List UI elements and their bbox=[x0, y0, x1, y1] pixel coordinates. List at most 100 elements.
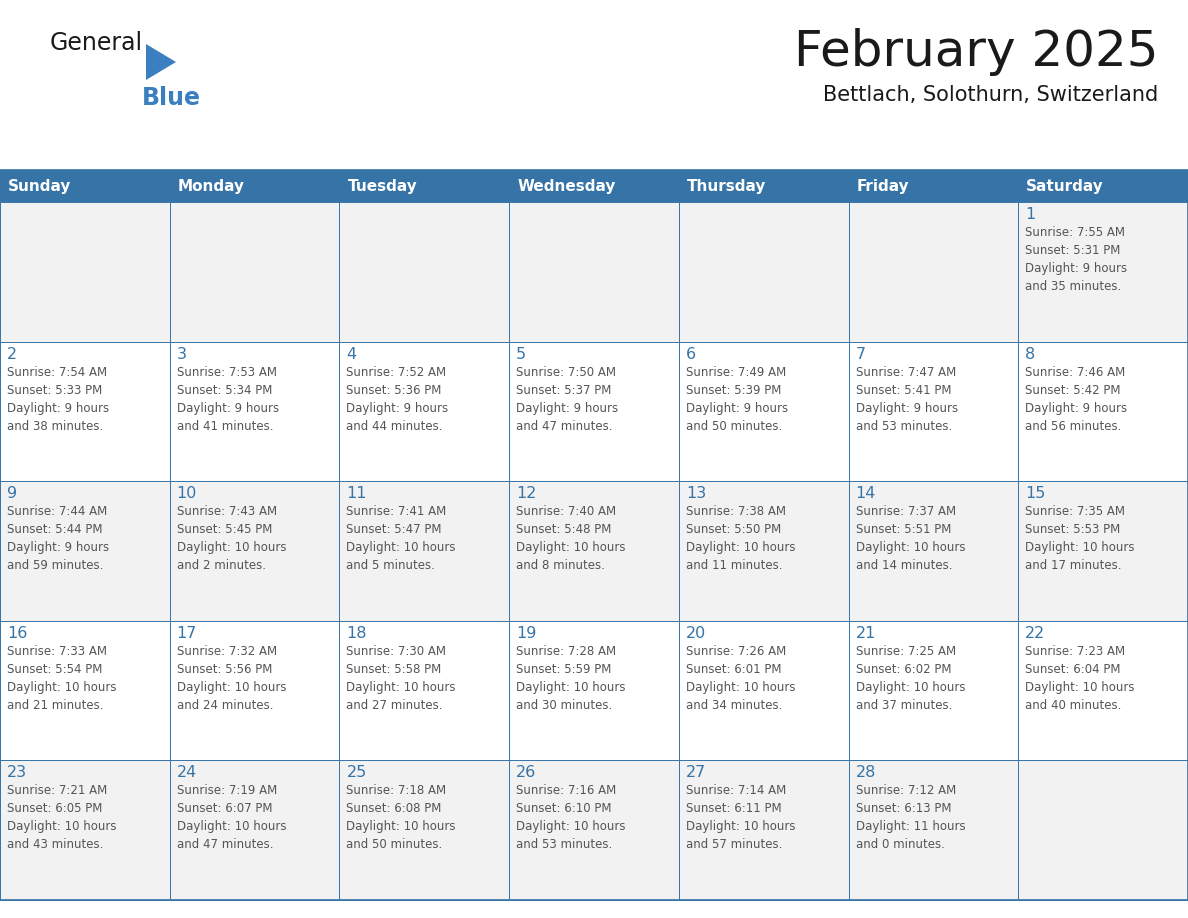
Text: 2: 2 bbox=[7, 347, 17, 362]
Bar bbox=[0, 170, 170, 202]
Text: Sunrise: 7:54 AM
Sunset: 5:33 PM
Daylight: 9 hours
and 38 minutes.: Sunrise: 7:54 AM Sunset: 5:33 PM Dayligh… bbox=[7, 365, 109, 432]
Text: 6: 6 bbox=[685, 347, 696, 362]
Text: 5: 5 bbox=[516, 347, 526, 362]
Text: 3: 3 bbox=[177, 347, 187, 362]
Text: Sunrise: 7:26 AM
Sunset: 6:01 PM
Daylight: 10 hours
and 34 minutes.: Sunrise: 7:26 AM Sunset: 6:01 PM Dayligh… bbox=[685, 644, 795, 711]
Text: 19: 19 bbox=[516, 626, 537, 641]
Text: Sunrise: 7:23 AM
Sunset: 6:04 PM
Daylight: 10 hours
and 40 minutes.: Sunrise: 7:23 AM Sunset: 6:04 PM Dayligh… bbox=[1025, 644, 1135, 711]
Text: Sunrise: 7:33 AM
Sunset: 5:54 PM
Daylight: 10 hours
and 21 minutes.: Sunrise: 7:33 AM Sunset: 5:54 PM Dayligh… bbox=[7, 644, 116, 711]
Text: Sunrise: 7:44 AM
Sunset: 5:44 PM
Daylight: 9 hours
and 59 minutes.: Sunrise: 7:44 AM Sunset: 5:44 PM Dayligh… bbox=[7, 505, 109, 572]
Bar bbox=[1018, 760, 1188, 900]
Bar bbox=[510, 341, 678, 481]
Text: Sunrise: 7:41 AM
Sunset: 5:47 PM
Daylight: 10 hours
and 5 minutes.: Sunrise: 7:41 AM Sunset: 5:47 PM Dayligh… bbox=[347, 505, 456, 572]
Bar bbox=[1018, 341, 1188, 481]
Text: Sunrise: 7:50 AM
Sunset: 5:37 PM
Daylight: 9 hours
and 47 minutes.: Sunrise: 7:50 AM Sunset: 5:37 PM Dayligh… bbox=[516, 365, 618, 432]
Text: Sunrise: 7:25 AM
Sunset: 6:02 PM
Daylight: 10 hours
and 37 minutes.: Sunrise: 7:25 AM Sunset: 6:02 PM Dayligh… bbox=[855, 644, 965, 711]
Bar bbox=[340, 760, 510, 900]
Text: Sunrise: 7:12 AM
Sunset: 6:13 PM
Daylight: 11 hours
and 0 minutes.: Sunrise: 7:12 AM Sunset: 6:13 PM Dayligh… bbox=[855, 784, 965, 851]
Bar bbox=[340, 170, 510, 202]
Bar bbox=[340, 621, 510, 760]
Bar bbox=[678, 760, 848, 900]
Text: Sunrise: 7:52 AM
Sunset: 5:36 PM
Daylight: 9 hours
and 44 minutes.: Sunrise: 7:52 AM Sunset: 5:36 PM Dayligh… bbox=[347, 365, 449, 432]
Bar bbox=[170, 481, 340, 621]
Text: Tuesday: Tuesday bbox=[347, 178, 417, 194]
Text: Sunrise: 7:55 AM
Sunset: 5:31 PM
Daylight: 9 hours
and 35 minutes.: Sunrise: 7:55 AM Sunset: 5:31 PM Dayligh… bbox=[1025, 226, 1127, 293]
Bar bbox=[170, 621, 340, 760]
Bar bbox=[510, 481, 678, 621]
Text: 4: 4 bbox=[347, 347, 356, 362]
Text: 22: 22 bbox=[1025, 626, 1045, 641]
Text: 18: 18 bbox=[347, 626, 367, 641]
Text: Sunday: Sunday bbox=[8, 178, 71, 194]
Text: 8: 8 bbox=[1025, 347, 1036, 362]
Bar bbox=[0, 481, 170, 621]
Text: Sunrise: 7:49 AM
Sunset: 5:39 PM
Daylight: 9 hours
and 50 minutes.: Sunrise: 7:49 AM Sunset: 5:39 PM Dayligh… bbox=[685, 365, 788, 432]
Text: 20: 20 bbox=[685, 626, 706, 641]
Text: Sunrise: 7:53 AM
Sunset: 5:34 PM
Daylight: 9 hours
and 41 minutes.: Sunrise: 7:53 AM Sunset: 5:34 PM Dayligh… bbox=[177, 365, 279, 432]
Bar bbox=[1018, 621, 1188, 760]
Bar bbox=[340, 202, 510, 341]
Text: 1: 1 bbox=[1025, 207, 1036, 222]
Polygon shape bbox=[146, 44, 176, 80]
Text: 15: 15 bbox=[1025, 487, 1045, 501]
Text: Sunrise: 7:21 AM
Sunset: 6:05 PM
Daylight: 10 hours
and 43 minutes.: Sunrise: 7:21 AM Sunset: 6:05 PM Dayligh… bbox=[7, 784, 116, 851]
Text: Sunrise: 7:40 AM
Sunset: 5:48 PM
Daylight: 10 hours
and 8 minutes.: Sunrise: 7:40 AM Sunset: 5:48 PM Dayligh… bbox=[516, 505, 626, 572]
Bar bbox=[0, 760, 170, 900]
Text: Wednesday: Wednesday bbox=[517, 178, 615, 194]
Bar bbox=[1018, 170, 1188, 202]
Text: 26: 26 bbox=[516, 766, 537, 780]
Bar bbox=[170, 170, 340, 202]
Bar bbox=[0, 202, 170, 341]
Bar bbox=[678, 170, 848, 202]
Text: Sunrise: 7:43 AM
Sunset: 5:45 PM
Daylight: 10 hours
and 2 minutes.: Sunrise: 7:43 AM Sunset: 5:45 PM Dayligh… bbox=[177, 505, 286, 572]
Text: 11: 11 bbox=[347, 487, 367, 501]
Text: Sunrise: 7:14 AM
Sunset: 6:11 PM
Daylight: 10 hours
and 57 minutes.: Sunrise: 7:14 AM Sunset: 6:11 PM Dayligh… bbox=[685, 784, 795, 851]
Text: 27: 27 bbox=[685, 766, 706, 780]
Bar bbox=[848, 760, 1018, 900]
Text: 24: 24 bbox=[177, 766, 197, 780]
Text: 21: 21 bbox=[855, 626, 876, 641]
Text: Sunrise: 7:38 AM
Sunset: 5:50 PM
Daylight: 10 hours
and 11 minutes.: Sunrise: 7:38 AM Sunset: 5:50 PM Dayligh… bbox=[685, 505, 795, 572]
Text: Monday: Monday bbox=[178, 178, 245, 194]
Text: Sunrise: 7:47 AM
Sunset: 5:41 PM
Daylight: 9 hours
and 53 minutes.: Sunrise: 7:47 AM Sunset: 5:41 PM Dayligh… bbox=[855, 365, 958, 432]
Text: Friday: Friday bbox=[857, 178, 909, 194]
Text: 16: 16 bbox=[7, 626, 27, 641]
Text: 10: 10 bbox=[177, 487, 197, 501]
Bar bbox=[0, 621, 170, 760]
Text: Sunrise: 7:16 AM
Sunset: 6:10 PM
Daylight: 10 hours
and 53 minutes.: Sunrise: 7:16 AM Sunset: 6:10 PM Dayligh… bbox=[516, 784, 626, 851]
Text: Sunrise: 7:46 AM
Sunset: 5:42 PM
Daylight: 9 hours
and 56 minutes.: Sunrise: 7:46 AM Sunset: 5:42 PM Dayligh… bbox=[1025, 365, 1127, 432]
Text: 17: 17 bbox=[177, 626, 197, 641]
Bar bbox=[848, 202, 1018, 341]
Text: Sunrise: 7:18 AM
Sunset: 6:08 PM
Daylight: 10 hours
and 50 minutes.: Sunrise: 7:18 AM Sunset: 6:08 PM Dayligh… bbox=[347, 784, 456, 851]
Text: Sunrise: 7:28 AM
Sunset: 5:59 PM
Daylight: 10 hours
and 30 minutes.: Sunrise: 7:28 AM Sunset: 5:59 PM Dayligh… bbox=[516, 644, 626, 711]
Bar bbox=[678, 202, 848, 341]
Text: 13: 13 bbox=[685, 487, 706, 501]
Text: Sunrise: 7:37 AM
Sunset: 5:51 PM
Daylight: 10 hours
and 14 minutes.: Sunrise: 7:37 AM Sunset: 5:51 PM Dayligh… bbox=[855, 505, 965, 572]
Bar bbox=[848, 621, 1018, 760]
Text: Bettlach, Solothurn, Switzerland: Bettlach, Solothurn, Switzerland bbox=[823, 85, 1158, 105]
Bar bbox=[848, 481, 1018, 621]
Bar bbox=[170, 341, 340, 481]
Bar bbox=[340, 341, 510, 481]
Bar bbox=[1018, 481, 1188, 621]
Text: 28: 28 bbox=[855, 766, 876, 780]
Text: Sunrise: 7:32 AM
Sunset: 5:56 PM
Daylight: 10 hours
and 24 minutes.: Sunrise: 7:32 AM Sunset: 5:56 PM Dayligh… bbox=[177, 644, 286, 711]
Bar bbox=[170, 760, 340, 900]
Bar bbox=[0, 170, 1188, 900]
Bar bbox=[678, 341, 848, 481]
Text: Sunrise: 7:30 AM
Sunset: 5:58 PM
Daylight: 10 hours
and 27 minutes.: Sunrise: 7:30 AM Sunset: 5:58 PM Dayligh… bbox=[347, 644, 456, 711]
Text: Saturday: Saturday bbox=[1026, 178, 1104, 194]
Bar bbox=[678, 481, 848, 621]
Text: Blue: Blue bbox=[143, 86, 201, 110]
Text: Sunrise: 7:19 AM
Sunset: 6:07 PM
Daylight: 10 hours
and 47 minutes.: Sunrise: 7:19 AM Sunset: 6:07 PM Dayligh… bbox=[177, 784, 286, 851]
Bar bbox=[510, 760, 678, 900]
Bar bbox=[848, 341, 1018, 481]
Text: General: General bbox=[50, 31, 143, 55]
Bar bbox=[510, 621, 678, 760]
Bar bbox=[1018, 202, 1188, 341]
Text: 25: 25 bbox=[347, 766, 367, 780]
Text: 23: 23 bbox=[7, 766, 27, 780]
Text: 7: 7 bbox=[855, 347, 866, 362]
Bar bbox=[510, 170, 678, 202]
Text: Thursday: Thursday bbox=[687, 178, 766, 194]
